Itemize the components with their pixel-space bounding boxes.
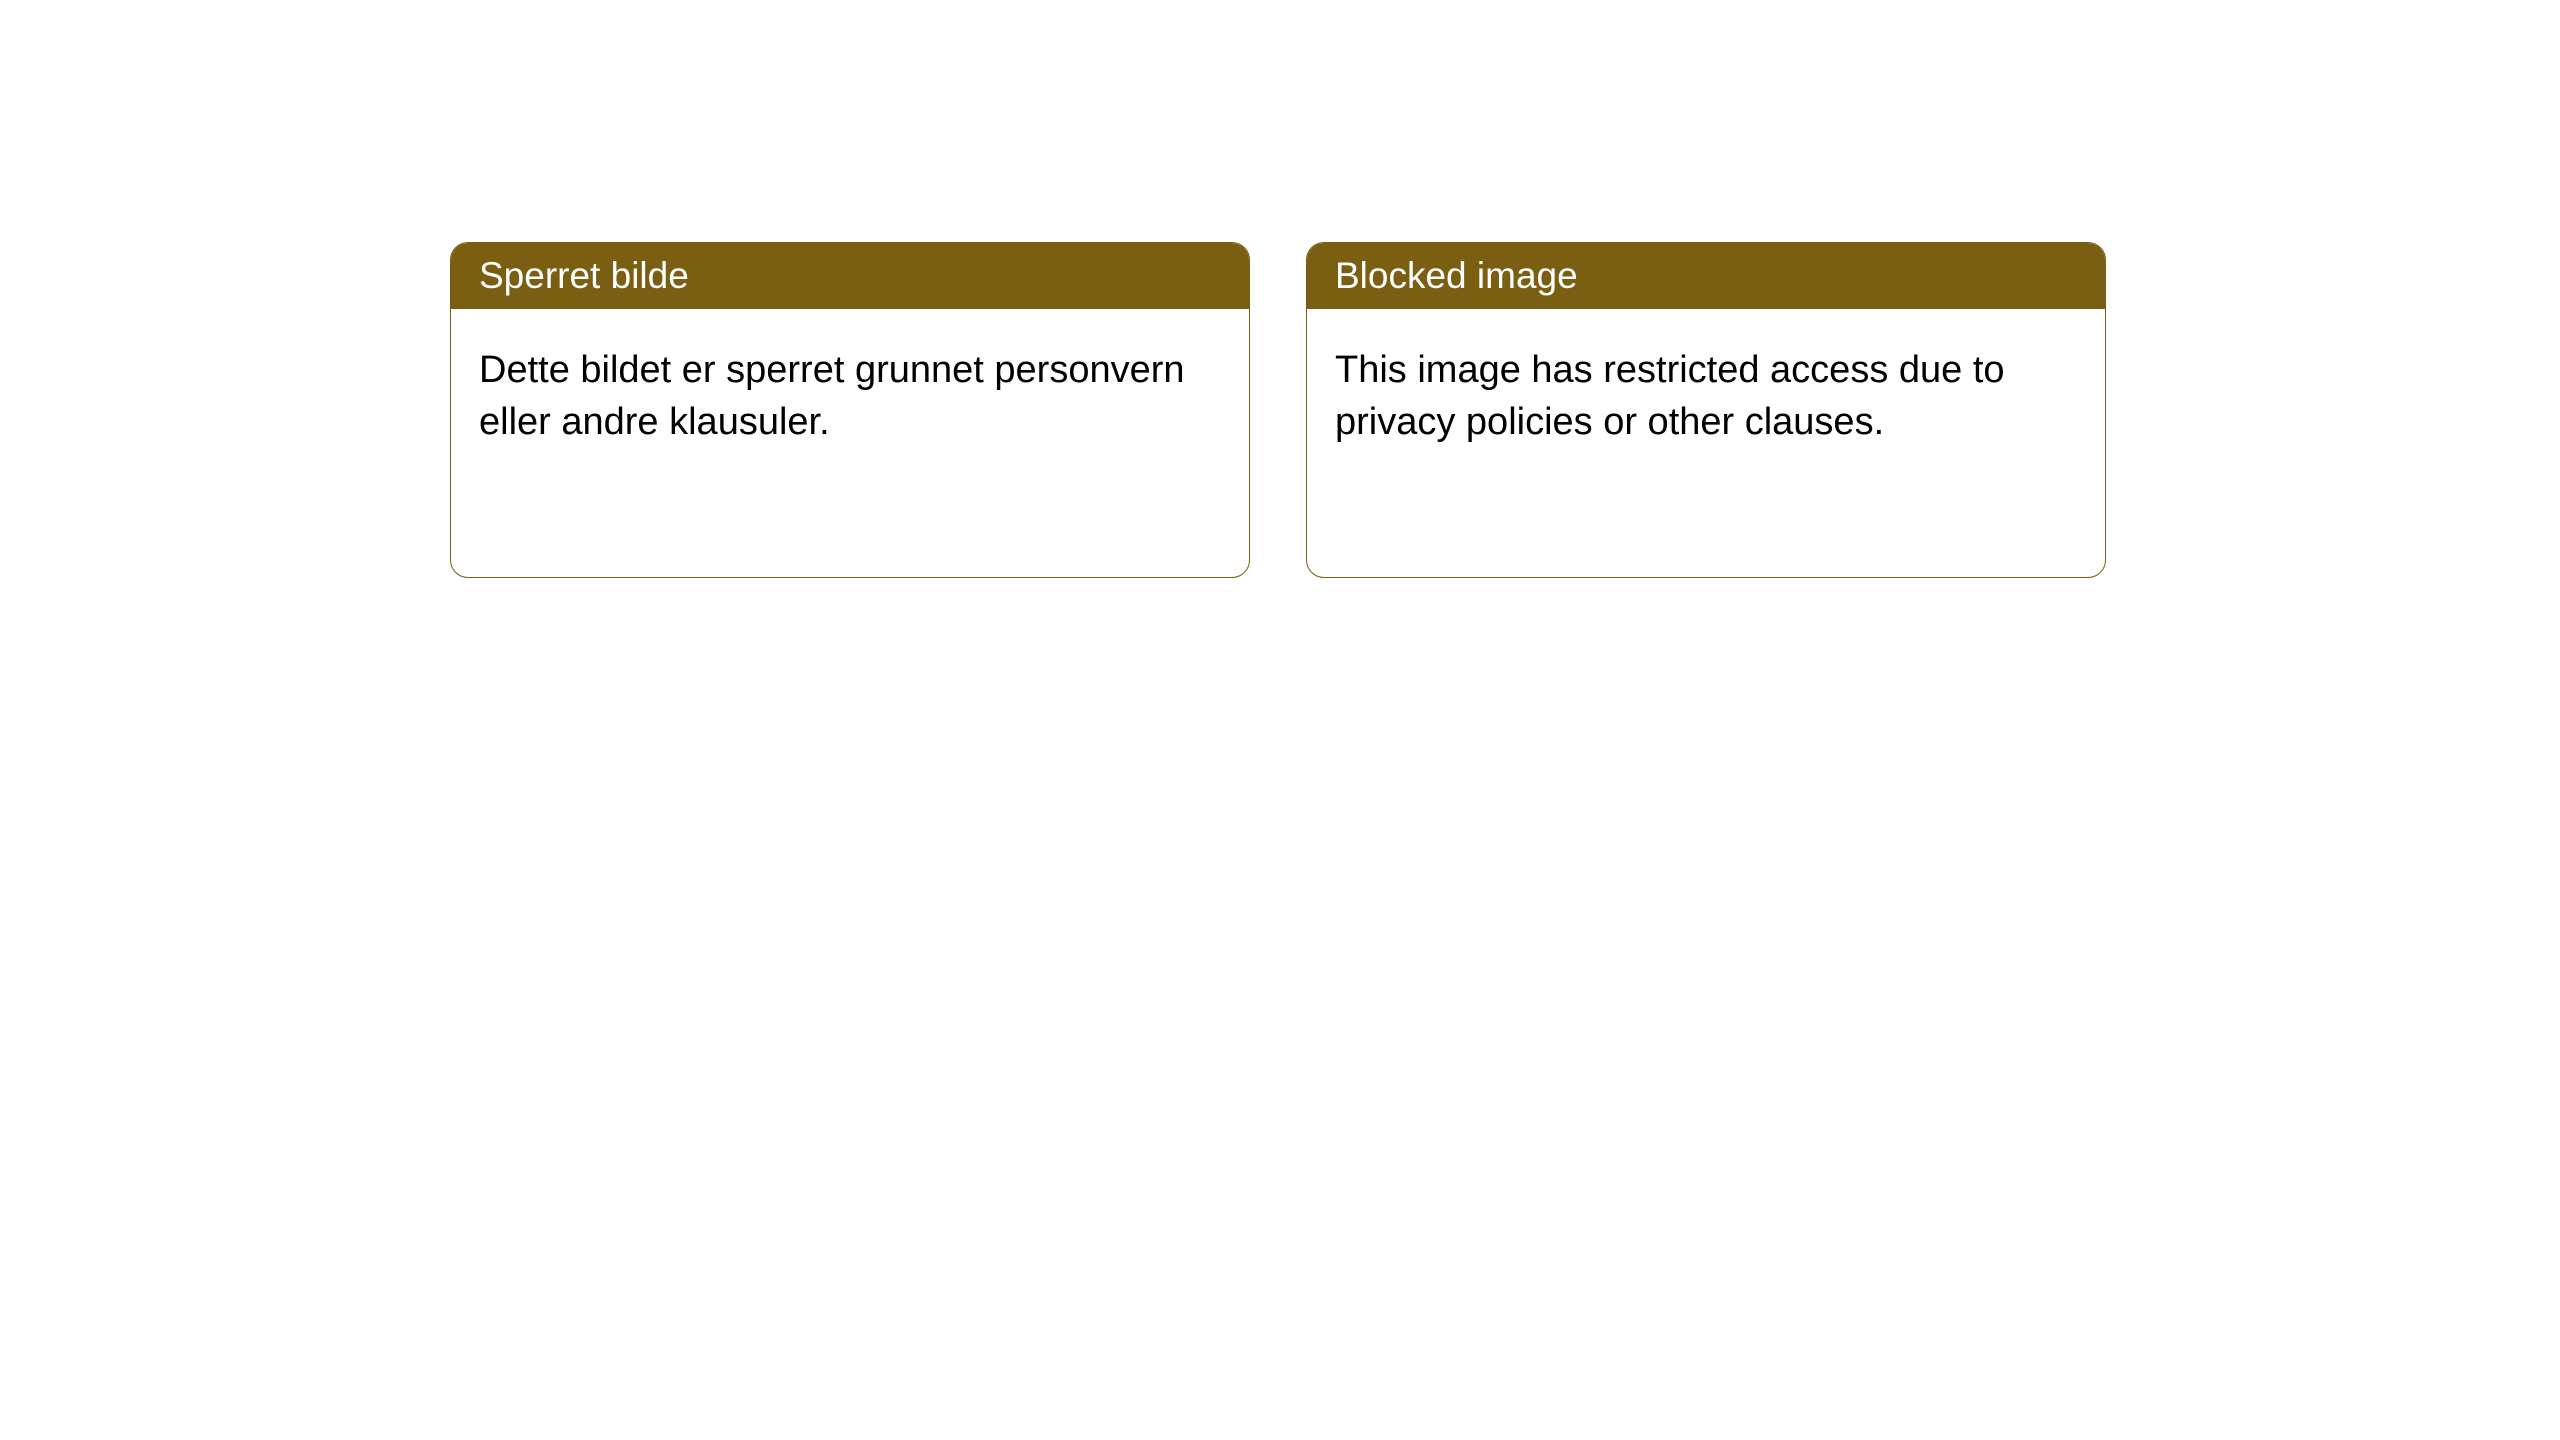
card-body-english: This image has restricted access due to …	[1307, 309, 2105, 484]
card-header-english: Blocked image	[1307, 243, 2105, 309]
card-header-norwegian: Sperret bilde	[451, 243, 1249, 309]
blocked-image-card-norwegian: Sperret bilde Dette bildet er sperret gr…	[450, 242, 1250, 578]
blocked-image-card-english: Blocked image This image has restricted …	[1306, 242, 2106, 578]
blocked-image-cards: Sperret bilde Dette bildet er sperret gr…	[450, 242, 2106, 578]
card-body-norwegian: Dette bildet er sperret grunnet personve…	[451, 309, 1249, 484]
